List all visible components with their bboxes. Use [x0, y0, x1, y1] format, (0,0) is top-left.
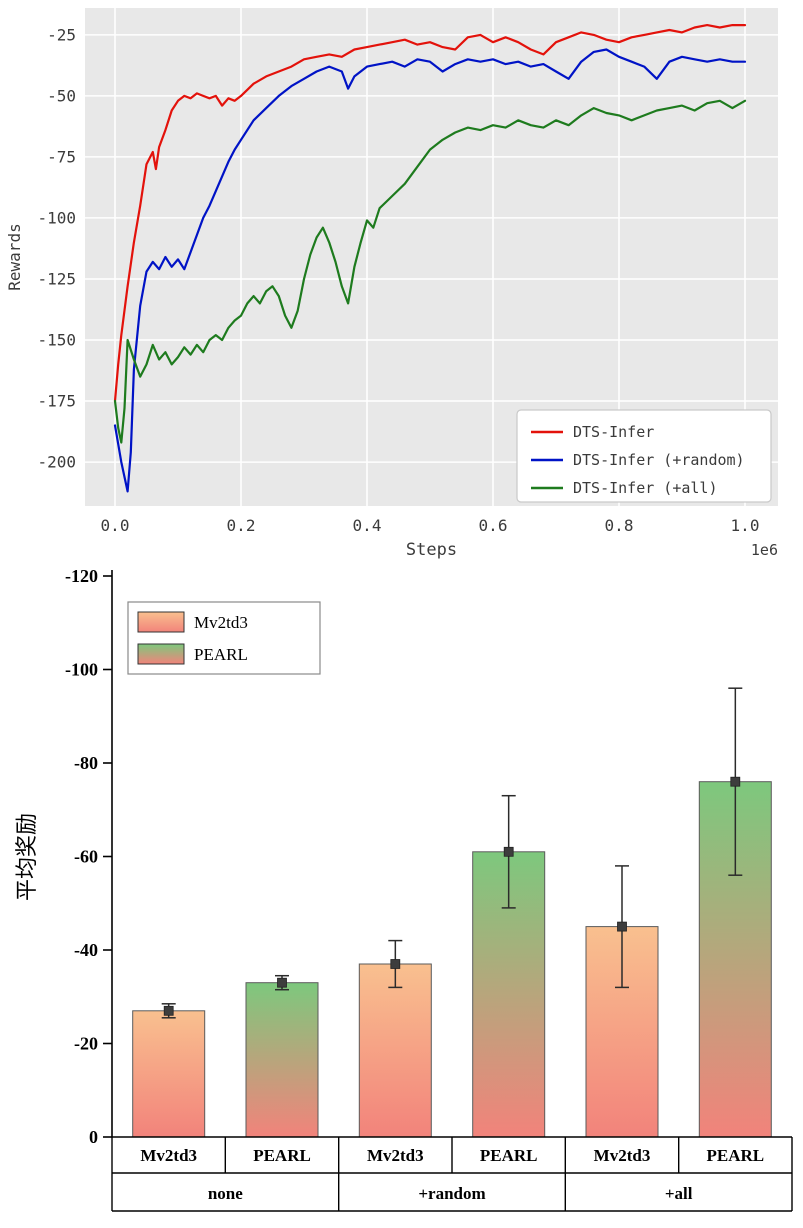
group-label: +all: [665, 1184, 693, 1203]
bar-pearl-none: [245, 982, 319, 1138]
x-tick-label: 1.0: [731, 516, 760, 535]
mean-marker: [730, 776, 741, 787]
mean-marker: [277, 977, 287, 988]
x-tick-label: 0.4: [353, 516, 382, 535]
y-tick-label: -200: [37, 453, 76, 472]
y-tick-label: -150: [37, 331, 76, 350]
y-tick-label: 0: [89, 1127, 98, 1147]
y-tick-label: -80: [74, 753, 98, 773]
y-tick-label: -120: [65, 566, 98, 586]
x-tick-label: 0.8: [605, 516, 634, 535]
y-tick-label: -50: [47, 86, 76, 105]
line-series-1: [113, 48, 747, 493]
bar-label: Mv2td3: [594, 1146, 651, 1165]
y-axis-label: Rewards: [5, 223, 24, 290]
x-tick-label: 0.2: [227, 516, 256, 535]
legend-swatch: [137, 643, 185, 665]
line-series-0: [113, 24, 747, 403]
bar-chart-figure: 0 -20 -40 -60 -80 -100 -120 平均奖励 Mv2td3 PEARL Mv2t…: [0, 562, 803, 1228]
bar-label: PEARL: [253, 1146, 311, 1165]
y-tick-label: -100: [37, 208, 76, 227]
x-offset-label: 1e6: [751, 541, 778, 559]
y-axis-label: 平均奖励: [14, 813, 39, 901]
legend-label: DTS-Infer: [573, 423, 654, 441]
bar-label: PEARL: [706, 1146, 764, 1165]
mean-marker: [503, 846, 514, 857]
x-tick-label: 0.6: [479, 516, 508, 535]
bar-chart-svg: 0 -20 -40 -60 -80 -100 -120 平均奖励 Mv2td3 PEARL Mv2t…: [14, 566, 793, 1212]
mean-marker: [390, 959, 401, 969]
legend-label: DTS-Infer (+all): [573, 479, 718, 497]
legend-label: DTS-Infer (+random): [573, 451, 745, 469]
y-tick-label: -40: [74, 940, 98, 960]
y-tick-label: -25: [47, 25, 76, 44]
mean-marker: [163, 1005, 174, 1016]
line-chart-figure: -25 -50 -75 -100 -125 -150 -175 -200 0.0 0.2 0.4 0.…: [0, 0, 803, 562]
line-chart-svg: -25 -50 -75 -100 -125 -150 -175 -200 0.0 0.2 0.4 0.…: [5, 8, 778, 560]
group-label: none: [208, 1184, 243, 1203]
mean-marker: [617, 921, 627, 932]
legend-swatch: [137, 611, 185, 633]
bar-mv2td3-+random: [358, 963, 432, 1138]
bar-mv2td3-none: [132, 1010, 206, 1138]
legend-label: PEARL: [194, 645, 248, 664]
group-label: +random: [418, 1184, 485, 1203]
bar-label: Mv2td3: [367, 1146, 424, 1165]
y-tick-label: -100: [65, 660, 98, 680]
y-tick-label: -60: [74, 847, 98, 867]
x-axis-label: Steps: [406, 540, 457, 560]
y-tick-label: -75: [47, 147, 76, 166]
bar-label: Mv2td3: [140, 1146, 197, 1165]
y-tick-label: -175: [37, 392, 76, 411]
y-tick-label: -125: [37, 270, 76, 289]
y-tick-label: -20: [74, 1034, 98, 1054]
legend-box: [516, 409, 772, 503]
x-tick-label: 0.0: [101, 516, 130, 535]
bar-label: PEARL: [480, 1146, 538, 1165]
legend-label: Mv2td3: [194, 613, 248, 632]
line-series-2: [113, 99, 747, 444]
